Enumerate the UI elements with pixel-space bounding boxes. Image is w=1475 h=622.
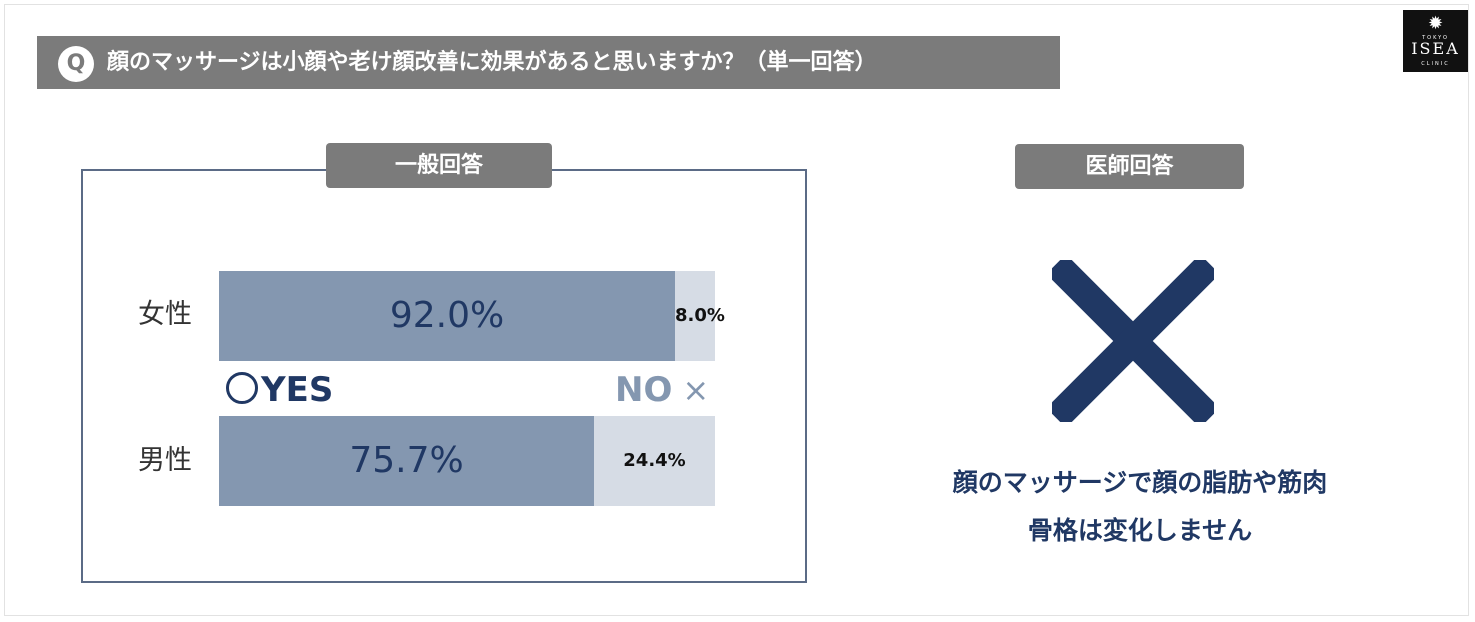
bar-male: 75.7% 24.4% bbox=[219, 416, 715, 506]
legend-yes-label: YES bbox=[261, 370, 334, 410]
bar-segment-yes-male bbox=[219, 416, 594, 506]
category-label-male: 男性 bbox=[138, 445, 192, 476]
legend-no: NO × bbox=[615, 371, 709, 409]
clinic-logo: ✹ TOKYO ISEA CLINIC bbox=[1403, 10, 1468, 72]
x-mark-icon bbox=[1052, 260, 1214, 422]
logo-top-text: TOKYO bbox=[1422, 35, 1449, 41]
category-label-female: 女性 bbox=[138, 299, 192, 330]
no-value-male: 24.4% bbox=[623, 450, 686, 471]
question-badge: Q bbox=[58, 46, 94, 82]
question-text: 顔のマッサージは小顔や老け顔改善に効果があると思いますか？（単一回答） bbox=[107, 50, 877, 75]
logo-main-text: ISEA bbox=[1411, 39, 1460, 58]
doctor-title: 医師回答 bbox=[1015, 144, 1244, 189]
doctor-answer-line2: 骨格は変化しません bbox=[1027, 516, 1253, 545]
question-bar bbox=[37, 36, 1060, 89]
legend-yes: YES bbox=[226, 371, 333, 409]
no-value-female: 8.0% bbox=[675, 305, 725, 326]
yes-value-female: 92.0% bbox=[389, 295, 505, 336]
cross-icon: × bbox=[682, 371, 710, 409]
general-title: 一般回答 bbox=[326, 143, 552, 188]
legend-no-label: NO bbox=[615, 370, 673, 410]
yes-value-male: 75.7% bbox=[349, 440, 464, 481]
bar-segment-yes-female bbox=[219, 271, 675, 361]
doctor-answer-line1: 顔のマッサージで顔の脂肪や筋肉 bbox=[952, 468, 1328, 497]
bar-female: 92.0% 8.0% bbox=[219, 271, 725, 361]
sun-icon: ✹ bbox=[1427, 13, 1444, 34]
logo-sub-text: CLINIC bbox=[1421, 61, 1450, 67]
circle-icon bbox=[226, 372, 258, 404]
